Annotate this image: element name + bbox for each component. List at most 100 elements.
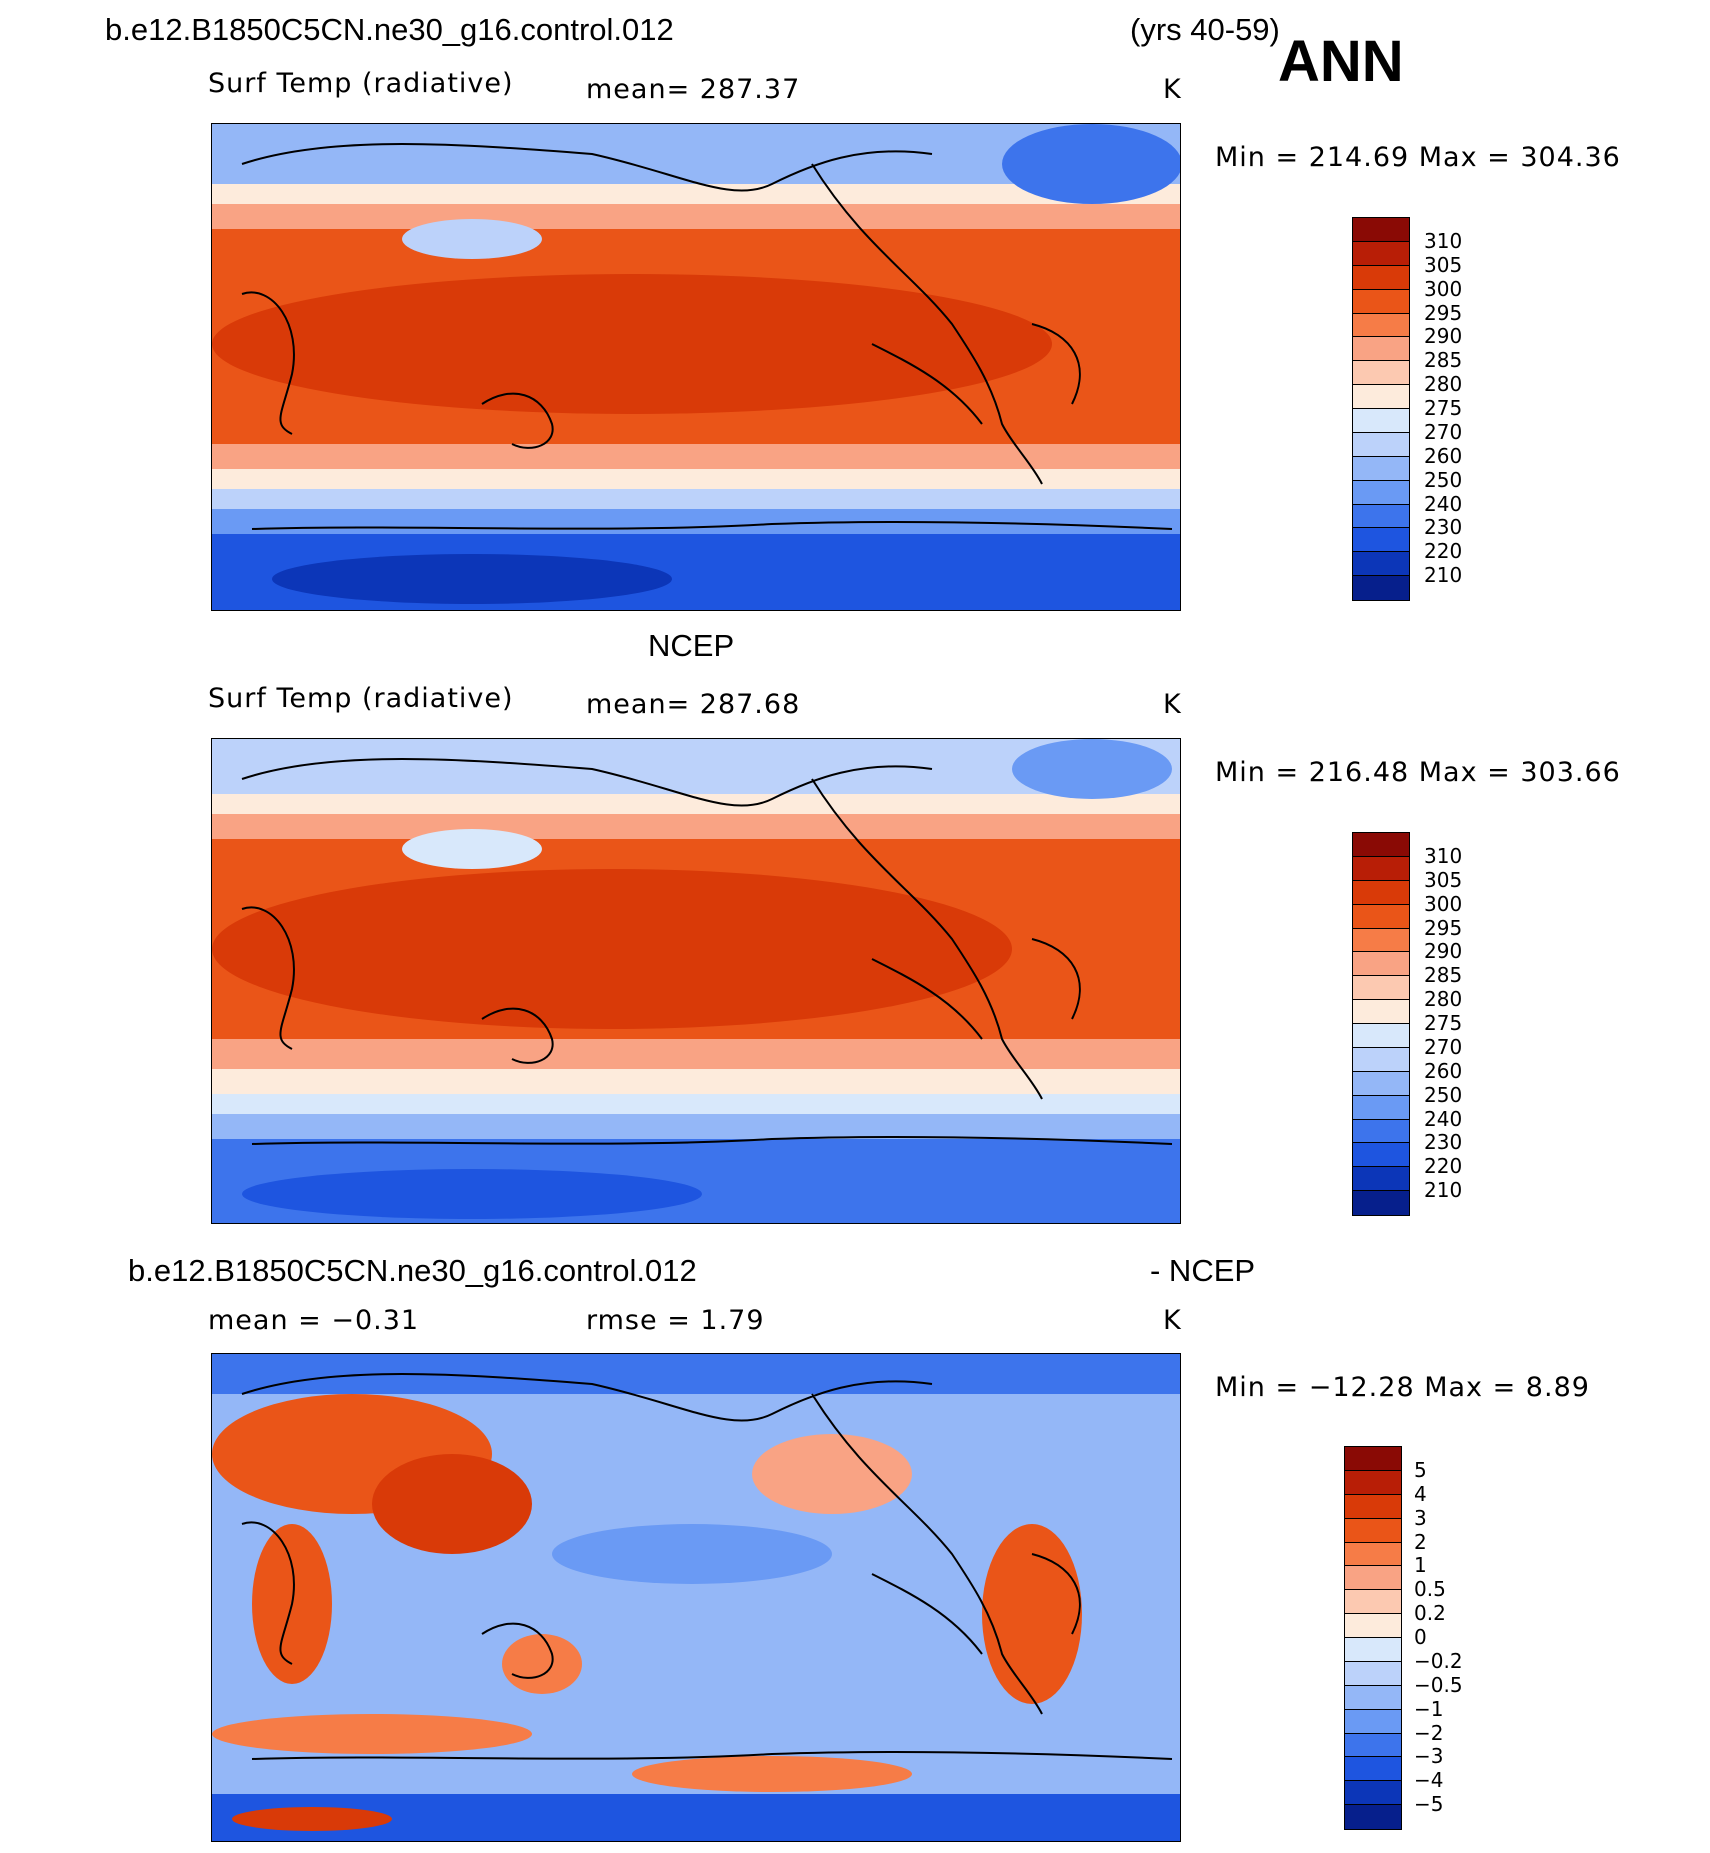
panel3-colorbar-swatch	[1345, 1733, 1401, 1758]
panel3-colorbar-label: 5	[1414, 1457, 1427, 1482]
panel3-units: K	[1163, 1305, 1182, 1336]
panel2-mean: mean= 287.68	[586, 689, 801, 720]
panel1-units: K	[1163, 74, 1182, 105]
panel2-minmax: Min = 216.48 Max = 303.66	[1215, 757, 1621, 788]
panel2-title: NCEP	[648, 628, 735, 663]
panel3-title-right: - NCEP	[1150, 1253, 1256, 1288]
panel2-colorbar-label: 275	[1424, 1011, 1463, 1035]
panel1-colorbar-swatch	[1353, 265, 1409, 290]
panel2-colorbar-label: 310	[1424, 843, 1463, 868]
panel3-colorbar-swatch	[1345, 1757, 1401, 1782]
panel2-colorbar-swatch	[1353, 928, 1409, 953]
panel2-map-svg	[212, 739, 1180, 1223]
panel2-colorbar-swatch	[1353, 1191, 1409, 1215]
panel1-colorbar-label: 280	[1424, 372, 1463, 397]
panel2-colorbar-label: 240	[1424, 1106, 1463, 1131]
panel3-colorbar-swatch	[1345, 1805, 1401, 1829]
panel2-colorbar-label: 305	[1424, 867, 1463, 892]
panel2-colorbar-swatch	[1353, 904, 1409, 929]
panel2-colorbar-label: 210	[1424, 1178, 1463, 1203]
panel1-colorbar-swatch	[1353, 576, 1409, 600]
panel2-colorbar-labels: 310 305 300 295 290 285 280 275 270 260 250 240 230 2…	[1424, 832, 1504, 1214]
panel3-colorbar-label: 0.5	[1414, 1577, 1446, 1602]
panel2-colorbar-swatch	[1353, 1095, 1409, 1120]
panel3-minmax: Min = −12.28 Max = 8.89	[1215, 1372, 1590, 1403]
panel3-colorbar-swatch	[1345, 1518, 1401, 1543]
panel1-colorbar-swatch	[1353, 504, 1409, 529]
panel3-colorbar-label: −4	[1414, 1768, 1444, 1793]
panel1-colorbar-swatch	[1353, 409, 1409, 433]
panel3-mean: mean = −0.31	[208, 1305, 420, 1336]
panel1-colorbar-swatch	[1353, 456, 1409, 481]
panel3-colorbar-label: 3	[1414, 1505, 1427, 1530]
panel3-colorbar-swatch	[1345, 1566, 1401, 1591]
panel2-colorbar-label: 230	[1424, 1130, 1463, 1155]
panel2-colorbar-label: 285	[1424, 963, 1463, 988]
years-label: (yrs 40-59)	[1130, 12, 1280, 47]
panel2-colorbar-swatch	[1353, 880, 1409, 905]
panel1-colorbar-swatch	[1353, 432, 1409, 457]
panel1-colorbar-swatch	[1353, 241, 1409, 266]
panel2-colorbar-swatch	[1353, 952, 1409, 977]
panel1-colorbar-swatch	[1353, 480, 1409, 505]
panel3-colorbar-label: −5	[1414, 1792, 1444, 1817]
panel3-colorbar-swatch	[1345, 1447, 1401, 1471]
panel1-colorbar	[1352, 217, 1410, 601]
panel2-colorbar-swatch	[1353, 1000, 1409, 1024]
panel3-colorbar-swatch	[1345, 1542, 1401, 1567]
panel3-colorbar-swatch	[1345, 1470, 1401, 1495]
panel1-colorbar-swatch	[1353, 313, 1409, 338]
panel3-colorbar-label: 2	[1414, 1529, 1427, 1554]
panel1-colorbar-label: 220	[1424, 539, 1463, 564]
panel3-colorbar-swatch	[1345, 1638, 1401, 1662]
panel1-colorbar-swatch	[1353, 528, 1409, 553]
panel1-colorbar-label: 295	[1424, 300, 1463, 325]
panel1-variable: Surf Temp (radiative)	[208, 68, 514, 99]
panel1-mean: mean= 287.37	[586, 74, 801, 105]
panel3-colorbar	[1344, 1446, 1402, 1830]
panel1-colorbar-swatch	[1353, 218, 1409, 242]
panel3-map-svg	[212, 1354, 1180, 1841]
panel3-colorbar-swatch	[1345, 1614, 1401, 1638]
panel1-minmax: Min = 214.69 Max = 304.36	[1215, 142, 1621, 173]
panel2-colorbar-swatch	[1353, 1143, 1409, 1168]
panel2-colorbar-label: 220	[1424, 1154, 1463, 1179]
panel2-colorbar-label: 290	[1424, 939, 1463, 964]
panel3-colorbar-label: −2	[1414, 1720, 1444, 1745]
panel1-colorbar-label: 270	[1424, 419, 1463, 444]
panel3-title-left: b.e12.B1850C5CN.ne30_g16.control.012	[128, 1253, 697, 1288]
panel3-colorbar-label: 0	[1414, 1625, 1427, 1649]
panel1-colorbar-swatch	[1353, 385, 1409, 409]
panel3-colorbar-label: −0.2	[1414, 1648, 1463, 1673]
panel1-colorbar-swatch	[1353, 361, 1409, 386]
panel2-colorbar-label: 300	[1424, 891, 1463, 916]
panel1-colorbar-swatch	[1353, 289, 1409, 314]
panel1-colorbar-swatch	[1353, 552, 1409, 577]
panel1-colorbar-label: 290	[1424, 324, 1463, 349]
panel3-colorbar-label: 4	[1414, 1481, 1427, 1506]
panel2-colorbar-swatch	[1353, 1071, 1409, 1096]
panel2-colorbar-swatch	[1353, 1047, 1409, 1072]
panel1-colorbar-label: 260	[1424, 443, 1463, 468]
panel1-colorbar-label: 300	[1424, 276, 1463, 301]
panel2-units: K	[1163, 689, 1182, 720]
panel2-colorbar-label: 260	[1424, 1058, 1463, 1083]
panel3-colorbar-labels: 5 4 3 2 1 0.5 0.2 0 −0.2 −0.5 −1 −2 −3 −4 −5	[1414, 1446, 1504, 1828]
panel1-colorbar-label: 250	[1424, 467, 1463, 492]
panel1-colorbar-label: 210	[1424, 563, 1463, 588]
panel1-map	[211, 123, 1181, 611]
panel3-colorbar-label: 0.2	[1414, 1601, 1446, 1626]
panel2-colorbar-label: 250	[1424, 1082, 1463, 1107]
panel3-colorbar-swatch	[1345, 1685, 1401, 1710]
panel2-colorbar-label: 295	[1424, 915, 1463, 940]
panel3-map	[211, 1353, 1181, 1842]
panel1-colorbar-swatch	[1353, 337, 1409, 362]
panel1-colorbar-label: 305	[1424, 252, 1463, 277]
panel2-colorbar-swatch	[1353, 1119, 1409, 1144]
panel2-colorbar-swatch	[1353, 1024, 1409, 1048]
season-label: ANN	[1278, 29, 1404, 94]
panel1-colorbar-labels: 310 305 300 295 290 285 280 275 270 260 250 240 230 2…	[1424, 217, 1504, 599]
panel3-colorbar-swatch	[1345, 1661, 1401, 1686]
panel1-map-svg	[212, 124, 1180, 610]
panel2-map	[211, 738, 1181, 1224]
